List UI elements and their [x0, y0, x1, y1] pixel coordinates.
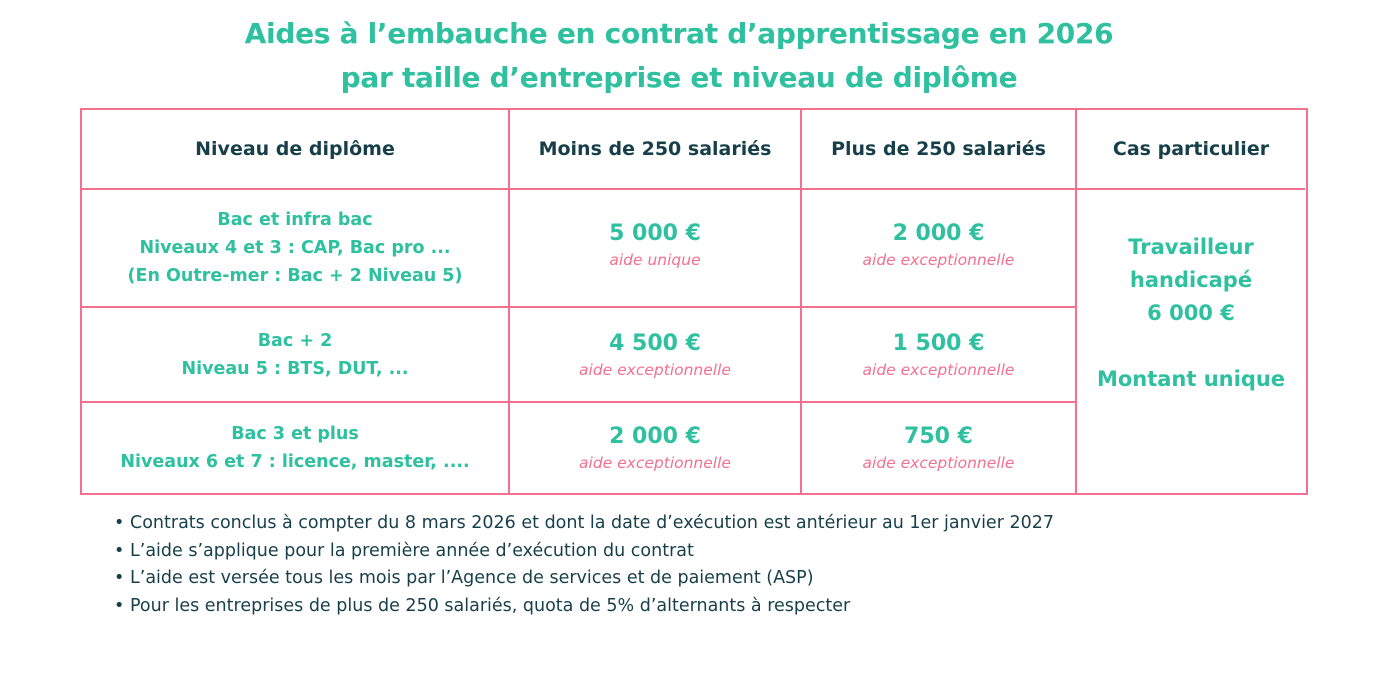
conditions-list: • Contrats conclus à compter du 8 mars 2… [114, 510, 1054, 620]
aid-amount: 2 000 € [892, 221, 985, 246]
header-label: Plus de 250 salariés [831, 138, 1046, 160]
aid-table: Niveau de diplôme Moins de 250 salariés … [80, 108, 1308, 495]
aid-amount: 750 € [904, 423, 973, 449]
column-divider [508, 110, 510, 493]
column-divider [1075, 110, 1077, 493]
level-detail: Niveau 5 : BTS, DUT, ... [181, 358, 409, 379]
header-label: Cas particulier [1112, 138, 1270, 160]
aid-cell: 2 000 € aide exceptionnelle [510, 403, 800, 492]
aid-amount: 2 000 € [609, 423, 701, 449]
aid-cell: 750 € aide exceptionnelle [802, 403, 1075, 492]
aid-cell: 4 500 € aide exceptionnelle [510, 308, 800, 401]
bullet-icon: • [114, 540, 125, 561]
level-title: Bac et infra bac [217, 210, 373, 230]
level-title: Bac + 2 [257, 330, 333, 351]
header-niveau-diplome: Niveau de diplôme [82, 110, 508, 188]
condition-item: • L’aide est versée tous les mois par l’… [114, 565, 1054, 593]
special-case-title: Travailleur [1128, 234, 1254, 259]
special-case-title: handicapé [1129, 267, 1253, 292]
special-case-note: Montant unique [1096, 366, 1286, 391]
header-label: Niveau de diplôme [195, 138, 395, 160]
bullet-icon: • [114, 568, 125, 588]
level-title: Bac 3 et plus [231, 423, 359, 444]
condition-text: Contrats conclus à compter du 8 mars 202… [130, 513, 1054, 533]
special-case-amount: 6 000 € [1147, 300, 1235, 325]
row-divider [82, 306, 1075, 308]
level-bac-infra: Bac et infra bac Niveaux 4 et 3 : CAP, B… [82, 190, 508, 306]
header-label: Moins de 250 salariés [538, 138, 772, 160]
aid-amount: 1 500 € [892, 330, 985, 356]
condition-item: • Contrats conclus à compter du 8 mars 2… [114, 510, 1054, 538]
aid-note: aide exceptionnelle [862, 251, 1015, 269]
level-detail: Niveaux 6 et 7 : licence, master, .... [120, 451, 470, 472]
title-line-2: par taille d’entreprise et niveau de dip… [340, 61, 1018, 94]
header-plus-250: Plus de 250 salariés [802, 110, 1075, 188]
title-line-1: Aides à l’embauche en contrat d’apprenti… [244, 17, 1114, 50]
condition-item: • L’aide s’applique pour la première ann… [114, 538, 1054, 566]
row-divider [82, 188, 1305, 190]
condition-item: • Pour les entreprises de plus de 250 sa… [114, 593, 1054, 621]
aid-cell: 1 500 € aide exceptionnelle [802, 308, 1075, 401]
page-title: Aides à l’embauche en contrat d’apprenti… [0, 12, 1358, 100]
aid-note: aide unique [609, 251, 701, 269]
aid-amount: 4 500 € [609, 330, 701, 356]
header-cas-particulier: Cas particulier [1077, 110, 1305, 188]
aid-note: aide exceptionnelle [862, 360, 1015, 379]
header-moins-250: Moins de 250 salariés [510, 110, 800, 188]
aid-amount: 5 000 € [609, 221, 701, 246]
bullet-icon: • [114, 595, 125, 616]
level-bac-3-plus: Bac 3 et plus Niveaux 6 et 7 : licence, … [82, 403, 508, 492]
aid-note: aide exceptionnelle [862, 453, 1015, 472]
level-detail: Niveaux 4 et 3 : CAP, Bac pro ... [139, 238, 451, 258]
condition-text: L’aide est versée tous les mois par l’Ag… [130, 568, 814, 588]
bullet-icon: • [114, 513, 125, 533]
aid-note: aide exceptionnelle [579, 453, 731, 472]
level-bac-2: Bac + 2 Niveau 5 : BTS, DUT, ... [82, 308, 508, 401]
aid-cell: 5 000 € aide unique [510, 190, 800, 306]
condition-text: L’aide s’applique pour la première année… [130, 540, 694, 561]
special-case-cell: Travailleur handicapé 6 000 € Montant un… [1077, 190, 1305, 492]
row-divider [82, 401, 1075, 403]
condition-text: Pour les entreprises de plus de 250 sala… [130, 595, 851, 616]
column-divider [800, 110, 802, 493]
aid-note: aide exceptionnelle [579, 360, 731, 379]
level-detail: (En Outre-mer : Bac + 2 Niveau 5) [127, 266, 463, 286]
aid-cell: 2 000 € aide exceptionnelle [802, 190, 1075, 306]
